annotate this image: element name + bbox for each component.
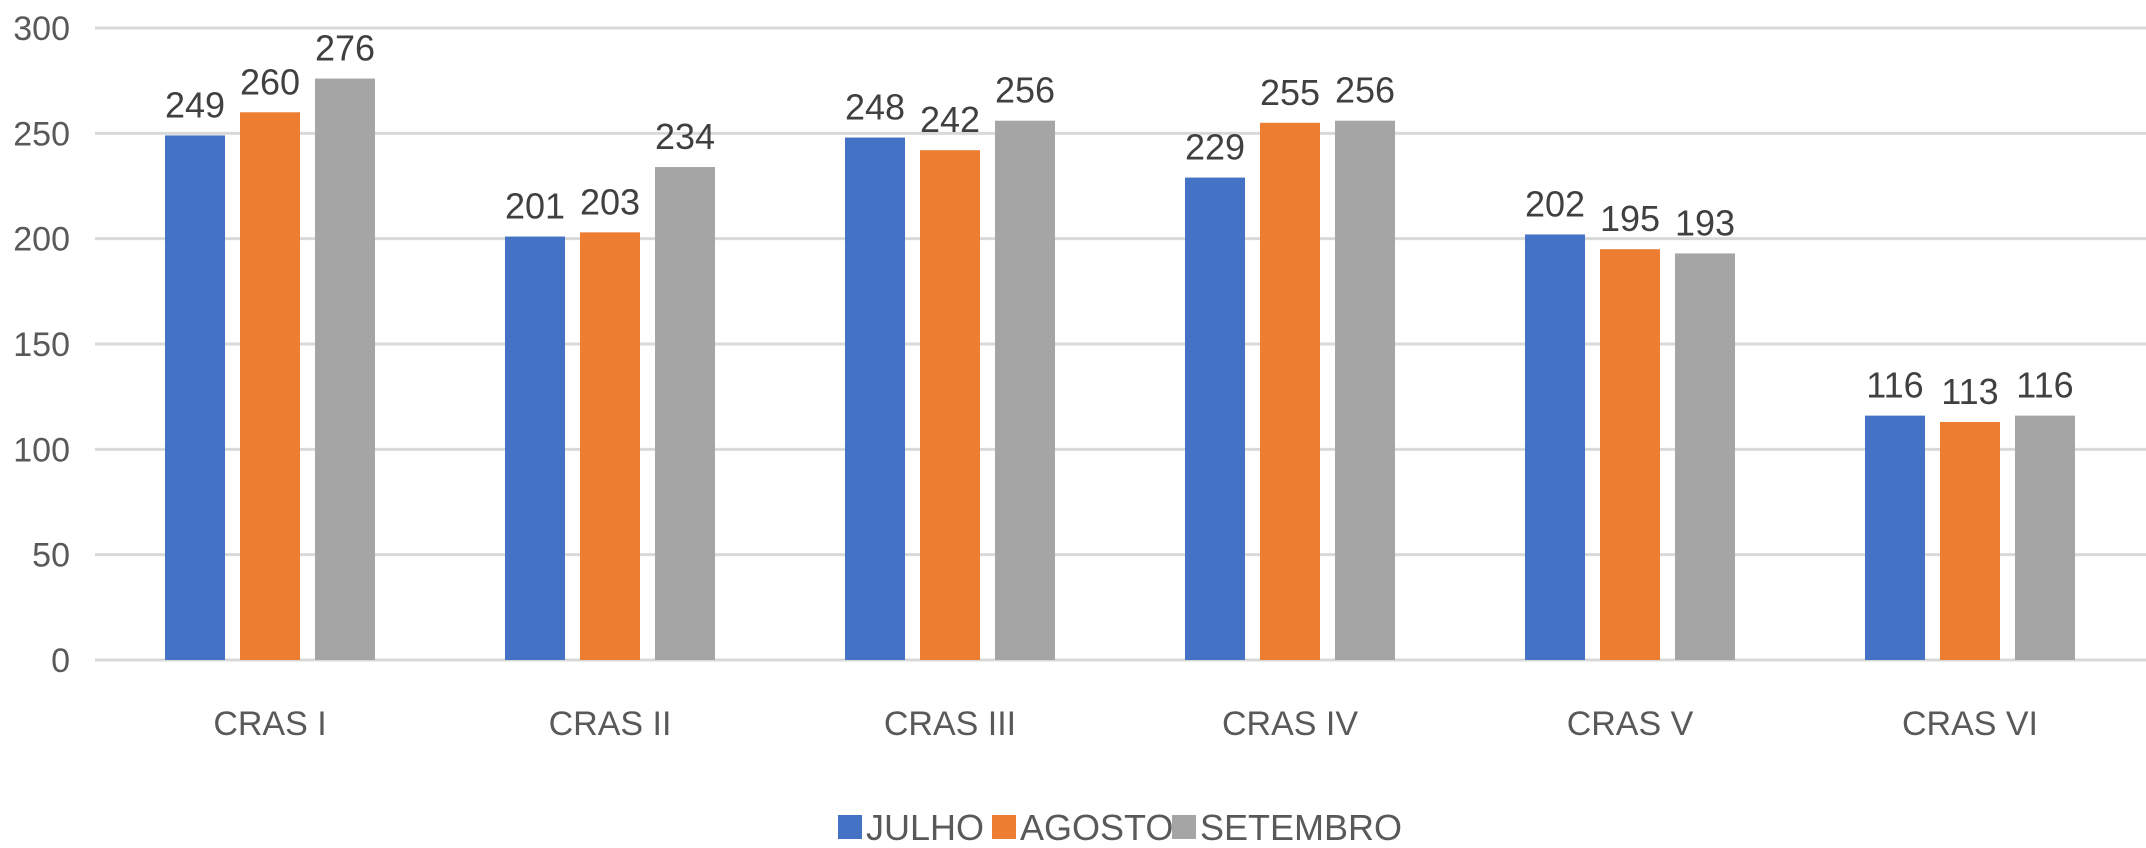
bar — [315, 78, 375, 660]
data-label: 203 — [580, 181, 640, 222]
y-tick-label: 0 — [51, 642, 70, 680]
bar — [1260, 122, 1320, 661]
category-label: CRAS II — [549, 705, 672, 743]
x-axis-categories: CRAS I CRAS II CRAS III CRAS IV CRAS V CRAS V… — [213, 705, 2038, 743]
bar — [2015, 415, 2075, 660]
legend-label: SETEMBRO — [1200, 807, 1402, 848]
gridlines — [95, 26, 2146, 662]
category-label: CRAS VI — [1902, 705, 2038, 743]
bar — [165, 135, 225, 660]
data-label: 249 — [165, 84, 225, 125]
y-tick-label: 250 — [13, 115, 70, 153]
data-label: 201 — [505, 186, 565, 227]
data-label: 260 — [240, 61, 300, 102]
y-tick-label: 100 — [13, 431, 70, 469]
data-label: 276 — [315, 28, 375, 69]
data-label: 242 — [920, 99, 980, 140]
data-label: 234 — [655, 116, 715, 157]
data-label: 116 — [1866, 365, 1923, 406]
y-tick-label: 150 — [13, 326, 70, 364]
bar — [1525, 234, 1585, 660]
bar — [580, 232, 640, 660]
bar — [995, 120, 1055, 660]
y-tick-label: 300 — [13, 10, 70, 48]
data-label: 256 — [1335, 70, 1395, 111]
bar — [1675, 253, 1735, 660]
data-labels: 249 260 276 201 203 234 248 242 256 229 255 256 202 1… — [165, 28, 2074, 412]
y-axis-ticks: 0 50 100 150 200 250 300 — [13, 10, 70, 680]
legend-label: JULHO — [866, 807, 984, 848]
data-label: 255 — [1260, 72, 1320, 113]
bar — [1865, 415, 1925, 660]
data-label: 195 — [1600, 198, 1660, 239]
bar — [1940, 421, 2000, 660]
legend-swatch — [838, 815, 862, 839]
bar — [920, 150, 980, 661]
bar — [240, 112, 300, 661]
bar — [1600, 249, 1660, 660]
category-label: CRAS III — [884, 705, 1016, 743]
data-label: 193 — [1675, 202, 1735, 243]
legend-swatch — [992, 815, 1016, 839]
bars — [165, 78, 2075, 661]
y-tick-label: 200 — [13, 221, 70, 259]
data-label: 116 — [2016, 365, 2073, 406]
bar — [505, 236, 565, 660]
data-label: 248 — [845, 87, 905, 128]
y-tick-label: 50 — [32, 537, 70, 575]
legend-label: AGOSTO — [1020, 807, 1173, 848]
data-label: 202 — [1525, 183, 1585, 224]
data-label: 113 — [1941, 371, 1998, 412]
legend-swatch — [1172, 815, 1196, 839]
bar — [655, 167, 715, 661]
category-label: CRAS I — [213, 705, 326, 743]
bar — [845, 137, 905, 661]
data-label: 256 — [995, 70, 1055, 111]
category-label: CRAS V — [1567, 705, 1694, 743]
legend: JULHO AGOSTO SETEMBRO — [838, 807, 1402, 848]
category-label: CRAS IV — [1222, 705, 1358, 743]
bar — [1335, 120, 1395, 660]
bar — [1185, 177, 1245, 660]
data-label: 229 — [1185, 127, 1245, 168]
